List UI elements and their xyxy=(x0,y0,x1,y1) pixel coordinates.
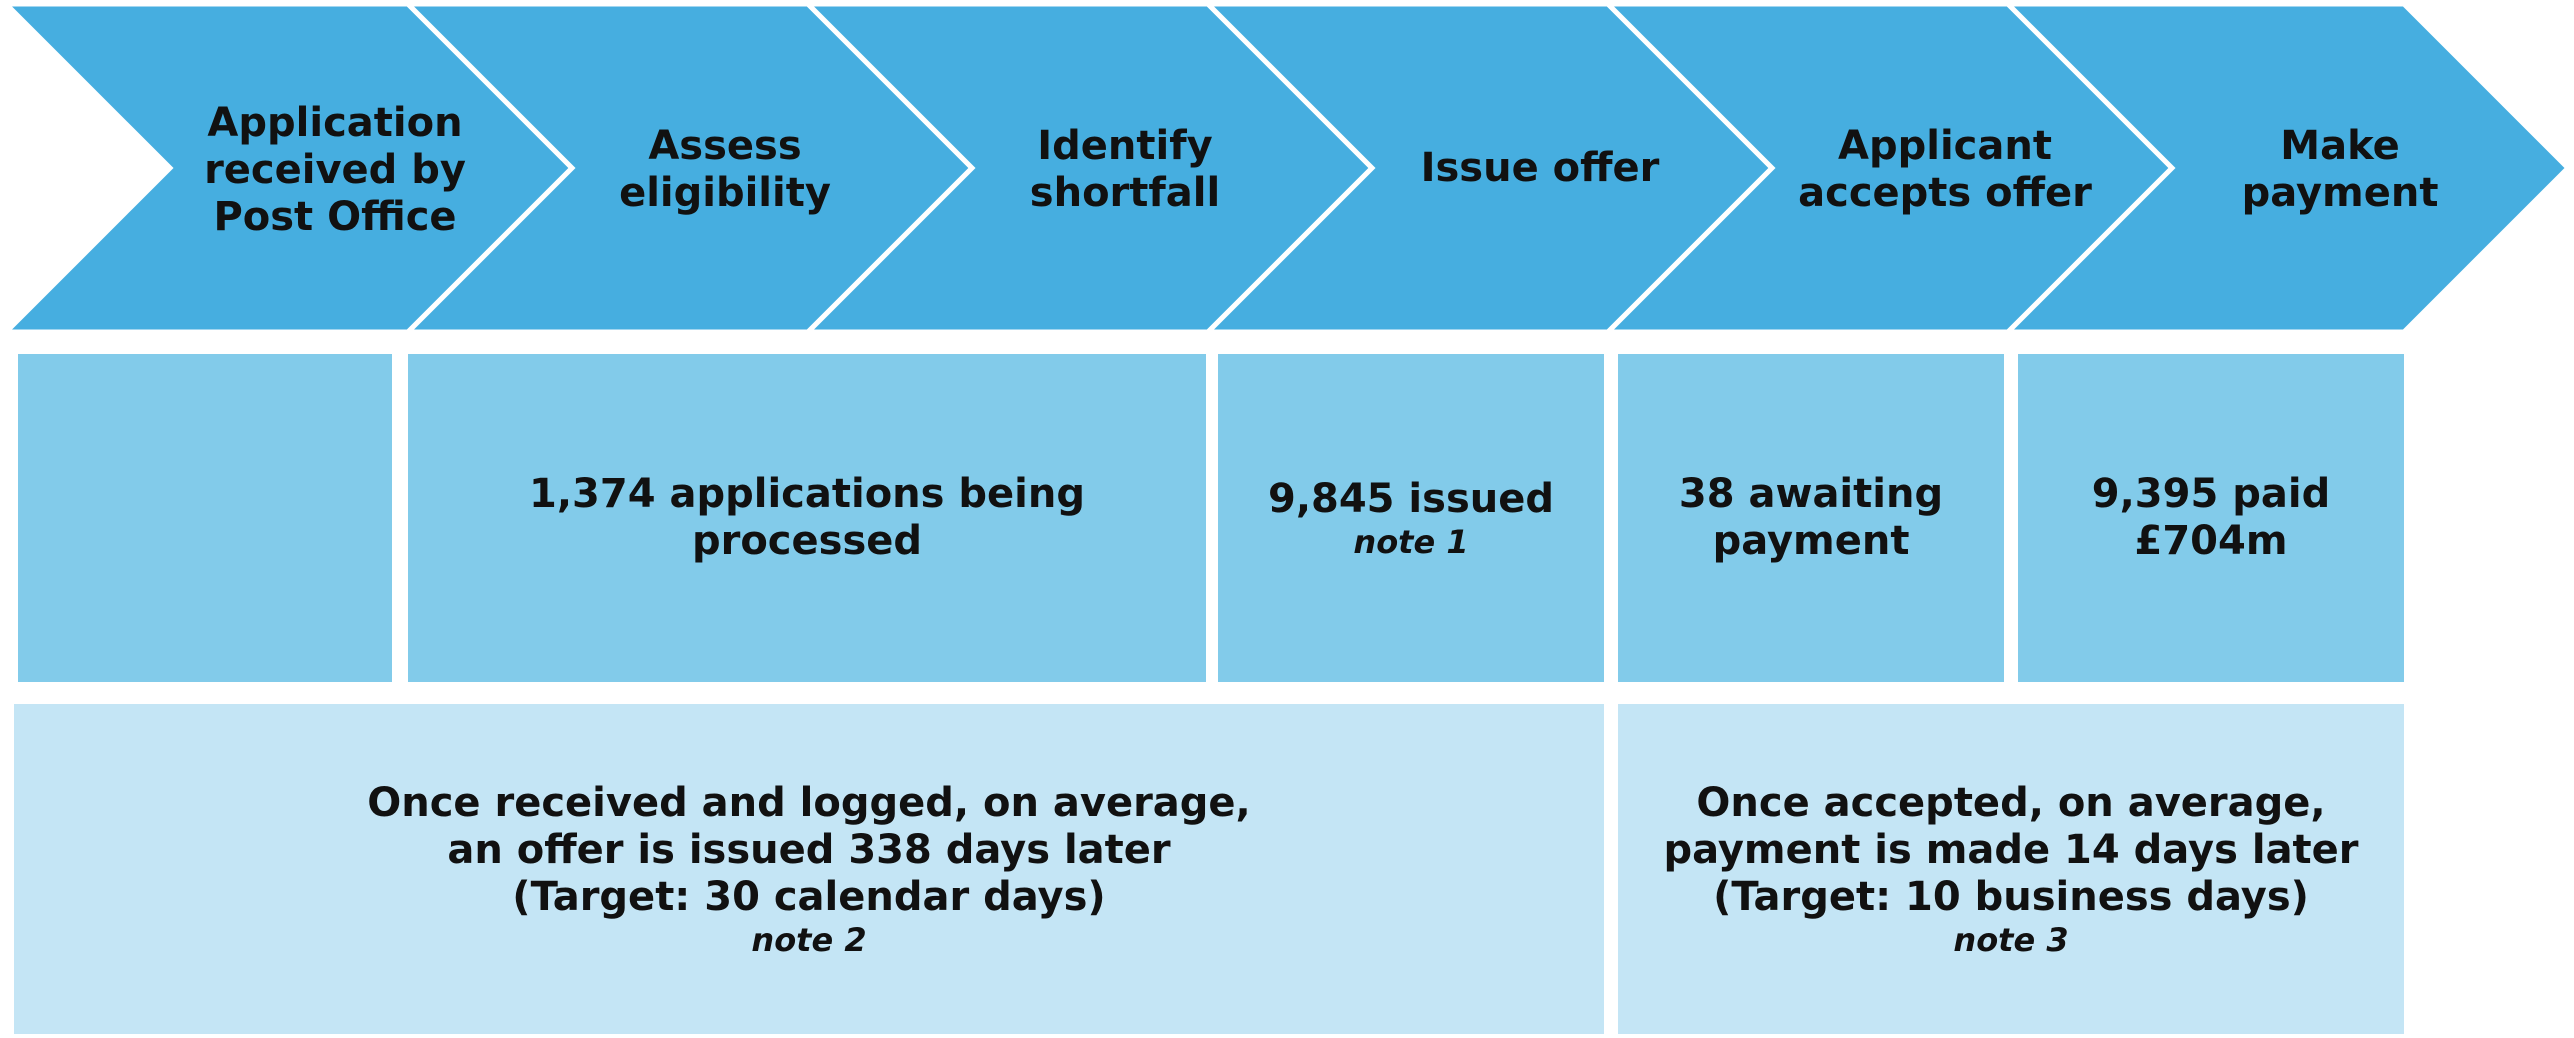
stage-label-applicant-accepts-offer: Applicant accepts offer xyxy=(1798,123,2092,216)
timing-box-payment: Once accepted, on average, payment is ma… xyxy=(1618,704,2404,1034)
stage-label-issue-offer: Issue offer xyxy=(1420,144,1660,191)
timing-box-offer: Once received and logged, on average, an… xyxy=(14,704,1604,1034)
note-3: note 3 xyxy=(1953,920,2069,959)
status-box-offers-issued: 9,845 issued note 1 xyxy=(1218,354,1604,682)
note-1: note 1 xyxy=(1353,522,1469,561)
chevron-stage-6 xyxy=(2001,1,2572,335)
status-box-empty xyxy=(18,354,392,682)
awaiting-payment-text: 38 awaiting payment xyxy=(1678,471,1944,564)
stage-label-make-payment: Make payment xyxy=(2241,123,2439,216)
paid-text: 9,395 paid £704m xyxy=(2091,471,2331,564)
status-box-awaiting-payment: 38 awaiting payment xyxy=(1618,354,2004,682)
payment-timing-text: Once accepted, on average, payment is ma… xyxy=(1663,779,2359,920)
offer-timing-text: Once received and logged, on average, an… xyxy=(367,779,1251,920)
stage-label-assess-eligibility: Assess eligibility xyxy=(619,123,831,216)
stage-label-application-received: Application received by Post Office xyxy=(204,99,466,240)
note-2: note 2 xyxy=(751,920,867,959)
offers-issued-text: 9,845 issued xyxy=(1267,475,1554,522)
stage-label-identify-shortfall: Identify shortfall xyxy=(1029,123,1221,216)
process-chevrons xyxy=(0,1,2572,335)
status-box-paid: 9,395 paid £704m xyxy=(2018,354,2404,682)
applications-processing-text: 1,374 applications being processed xyxy=(529,471,1085,564)
status-box-applications-processing: 1,374 applications being processed xyxy=(408,354,1206,682)
